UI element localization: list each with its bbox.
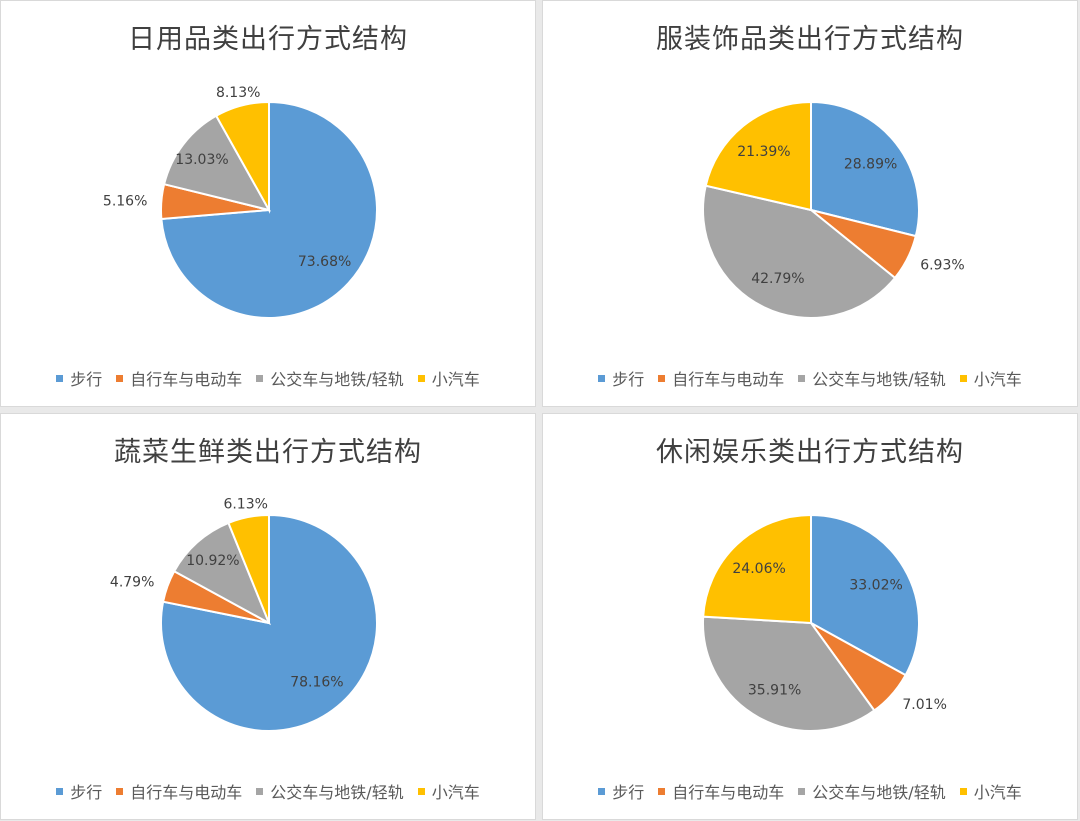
legend-item-transit: 公交车与地铁/轻轨 [256,779,404,803]
legend-item-transit: 公交车与地铁/轻轨 [256,366,404,390]
pie-slice-transit [172,521,271,626]
legend-label: 步行 [70,370,103,389]
legend-label: 自行车与电动车 [672,783,785,802]
data-label-walk: 28.89% [844,157,897,173]
legend-swatch [417,787,425,795]
chart-panel-fresh-food: 蔬菜生鲜类出行方式结构 78.16% 4.79% 10.92% 6.13% 步行 自行… [0,413,536,820]
pie-chart: 28.89% 6.93% 42.79% 21.39% [702,100,965,319]
data-label-car: 6.13% [223,496,267,512]
legend-item-car: 小汽车 [417,779,480,803]
legend-swatch [116,374,124,382]
pie-slice-walk [810,513,920,677]
chart-panel-daily-goods: 日用品类出行方式结构 73.68% 5.16% 13.03% 8.13% 步行 自行车… [0,0,536,407]
legend-swatch [116,787,124,795]
legend-item-walk: 步行 [56,366,102,390]
legend-label: 步行 [612,370,645,389]
pie-slice-transit [702,184,897,319]
legend: 步行 自行车与电动车 公交车与地铁/轻轨 小汽车 [543,366,1077,390]
data-label-bike: 7.01% [902,697,946,713]
legend-label: 自行车与电动车 [672,370,785,389]
legend-swatch [256,787,264,795]
pie-slice-walk [810,100,920,238]
pie-chart: 73.68% 5.16% 13.03% 8.13% [103,85,378,319]
legend: 步行 自行车与电动车 公交车与地铁/轻轨 小汽车 [1,366,535,390]
data-label-car: 8.13% [216,85,260,101]
legend-item-car: 小汽车 [959,779,1022,803]
data-label-walk: 73.68% [298,254,351,270]
legend-item-transit: 公交车与地铁/轻轨 [798,366,946,390]
legend-swatch [598,374,606,382]
legend-swatch [959,787,967,795]
pie-slice-car [214,100,270,214]
legend-swatch [56,787,64,795]
legend-label: 自行车与电动车 [130,783,243,802]
pie-slice-transit [162,114,271,212]
legend: 步行 自行车与电动车 公交车与地铁/轻轨 小汽车 [543,779,1077,803]
chart-title: 休闲娱乐类出行方式结构 [656,437,964,468]
legend-swatch [798,787,806,795]
legend-swatch [959,374,967,382]
legend-item-walk: 步行 [598,779,644,803]
pie-slice-transit [702,615,876,732]
pie-chart: 78.16% 4.79% 10.92% 6.13% [110,496,378,732]
data-label-transit: 42.79% [751,271,804,287]
data-label-car: 24.06% [732,561,785,577]
data-label-transit: 35.91% [748,682,801,698]
legend-item-bike: 自行车与电动车 [658,366,784,390]
legend-item-walk: 步行 [598,366,644,390]
legend-item-car: 小汽车 [417,366,480,390]
legend-label: 步行 [70,783,103,802]
pie-slice-car [702,513,812,625]
legend-item-bike: 自行车与电动车 [658,779,784,803]
data-label-walk: 33.02% [849,578,902,594]
legend-swatch [417,374,425,382]
legend-label: 公交车与地铁/轻轨 [812,783,946,802]
legend-item-bike: 自行车与电动车 [116,366,242,390]
legend-label: 公交车与地铁/轻轨 [270,370,404,389]
data-label-bike: 5.16% [103,193,147,209]
legend-swatch [798,374,806,382]
legend-label: 步行 [612,783,645,802]
legend-label: 自行车与电动车 [130,370,243,389]
data-label-bike: 4.79% [110,574,154,590]
pie-chart: 33.02% 7.01% 35.91% 24.06% [702,513,947,732]
pie-slice-car [704,100,812,212]
legend-item-bike: 自行车与电动车 [116,779,242,803]
legend-label: 公交车与地铁/轻轨 [812,370,946,389]
legend-swatch [598,787,606,795]
legend-swatch [658,374,666,382]
chart-title: 服装饰品类出行方式结构 [656,24,964,55]
chart-title: 日用品类出行方式结构 [128,24,408,55]
legend-swatch [56,374,64,382]
legend-label: 小汽车 [973,783,1022,802]
legend-label: 小汽车 [973,370,1022,389]
legend-swatch [256,374,264,382]
legend-label: 小汽车 [431,783,480,802]
data-label-transit: 13.03% [175,152,228,168]
data-label-car: 21.39% [737,144,790,160]
chart-title: 蔬菜生鲜类出行方式结构 [114,437,422,468]
data-label-walk: 78.16% [290,675,343,691]
legend-swatch [658,787,666,795]
legend-label: 公交车与地铁/轻轨 [270,783,404,802]
chart-panel-leisure: 休闲娱乐类出行方式结构 33.02% 7.01% 35.91% 24.06% 步行 自… [542,413,1078,820]
chart-panel-clothing: 服装饰品类出行方式结构 28.89% 6.93% 42.79% 21.39% 步行 自… [542,0,1078,407]
legend-item-walk: 步行 [56,779,102,803]
legend-item-car: 小汽车 [959,366,1022,390]
legend-item-transit: 公交车与地铁/轻轨 [798,779,946,803]
data-label-bike: 6.93% [920,257,964,273]
data-label-transit: 10.92% [186,553,239,569]
pie-slice-car [227,513,270,624]
legend-label: 小汽车 [431,370,480,389]
legend: 步行 自行车与电动车 公交车与地铁/轻轨 小汽车 [1,779,535,803]
